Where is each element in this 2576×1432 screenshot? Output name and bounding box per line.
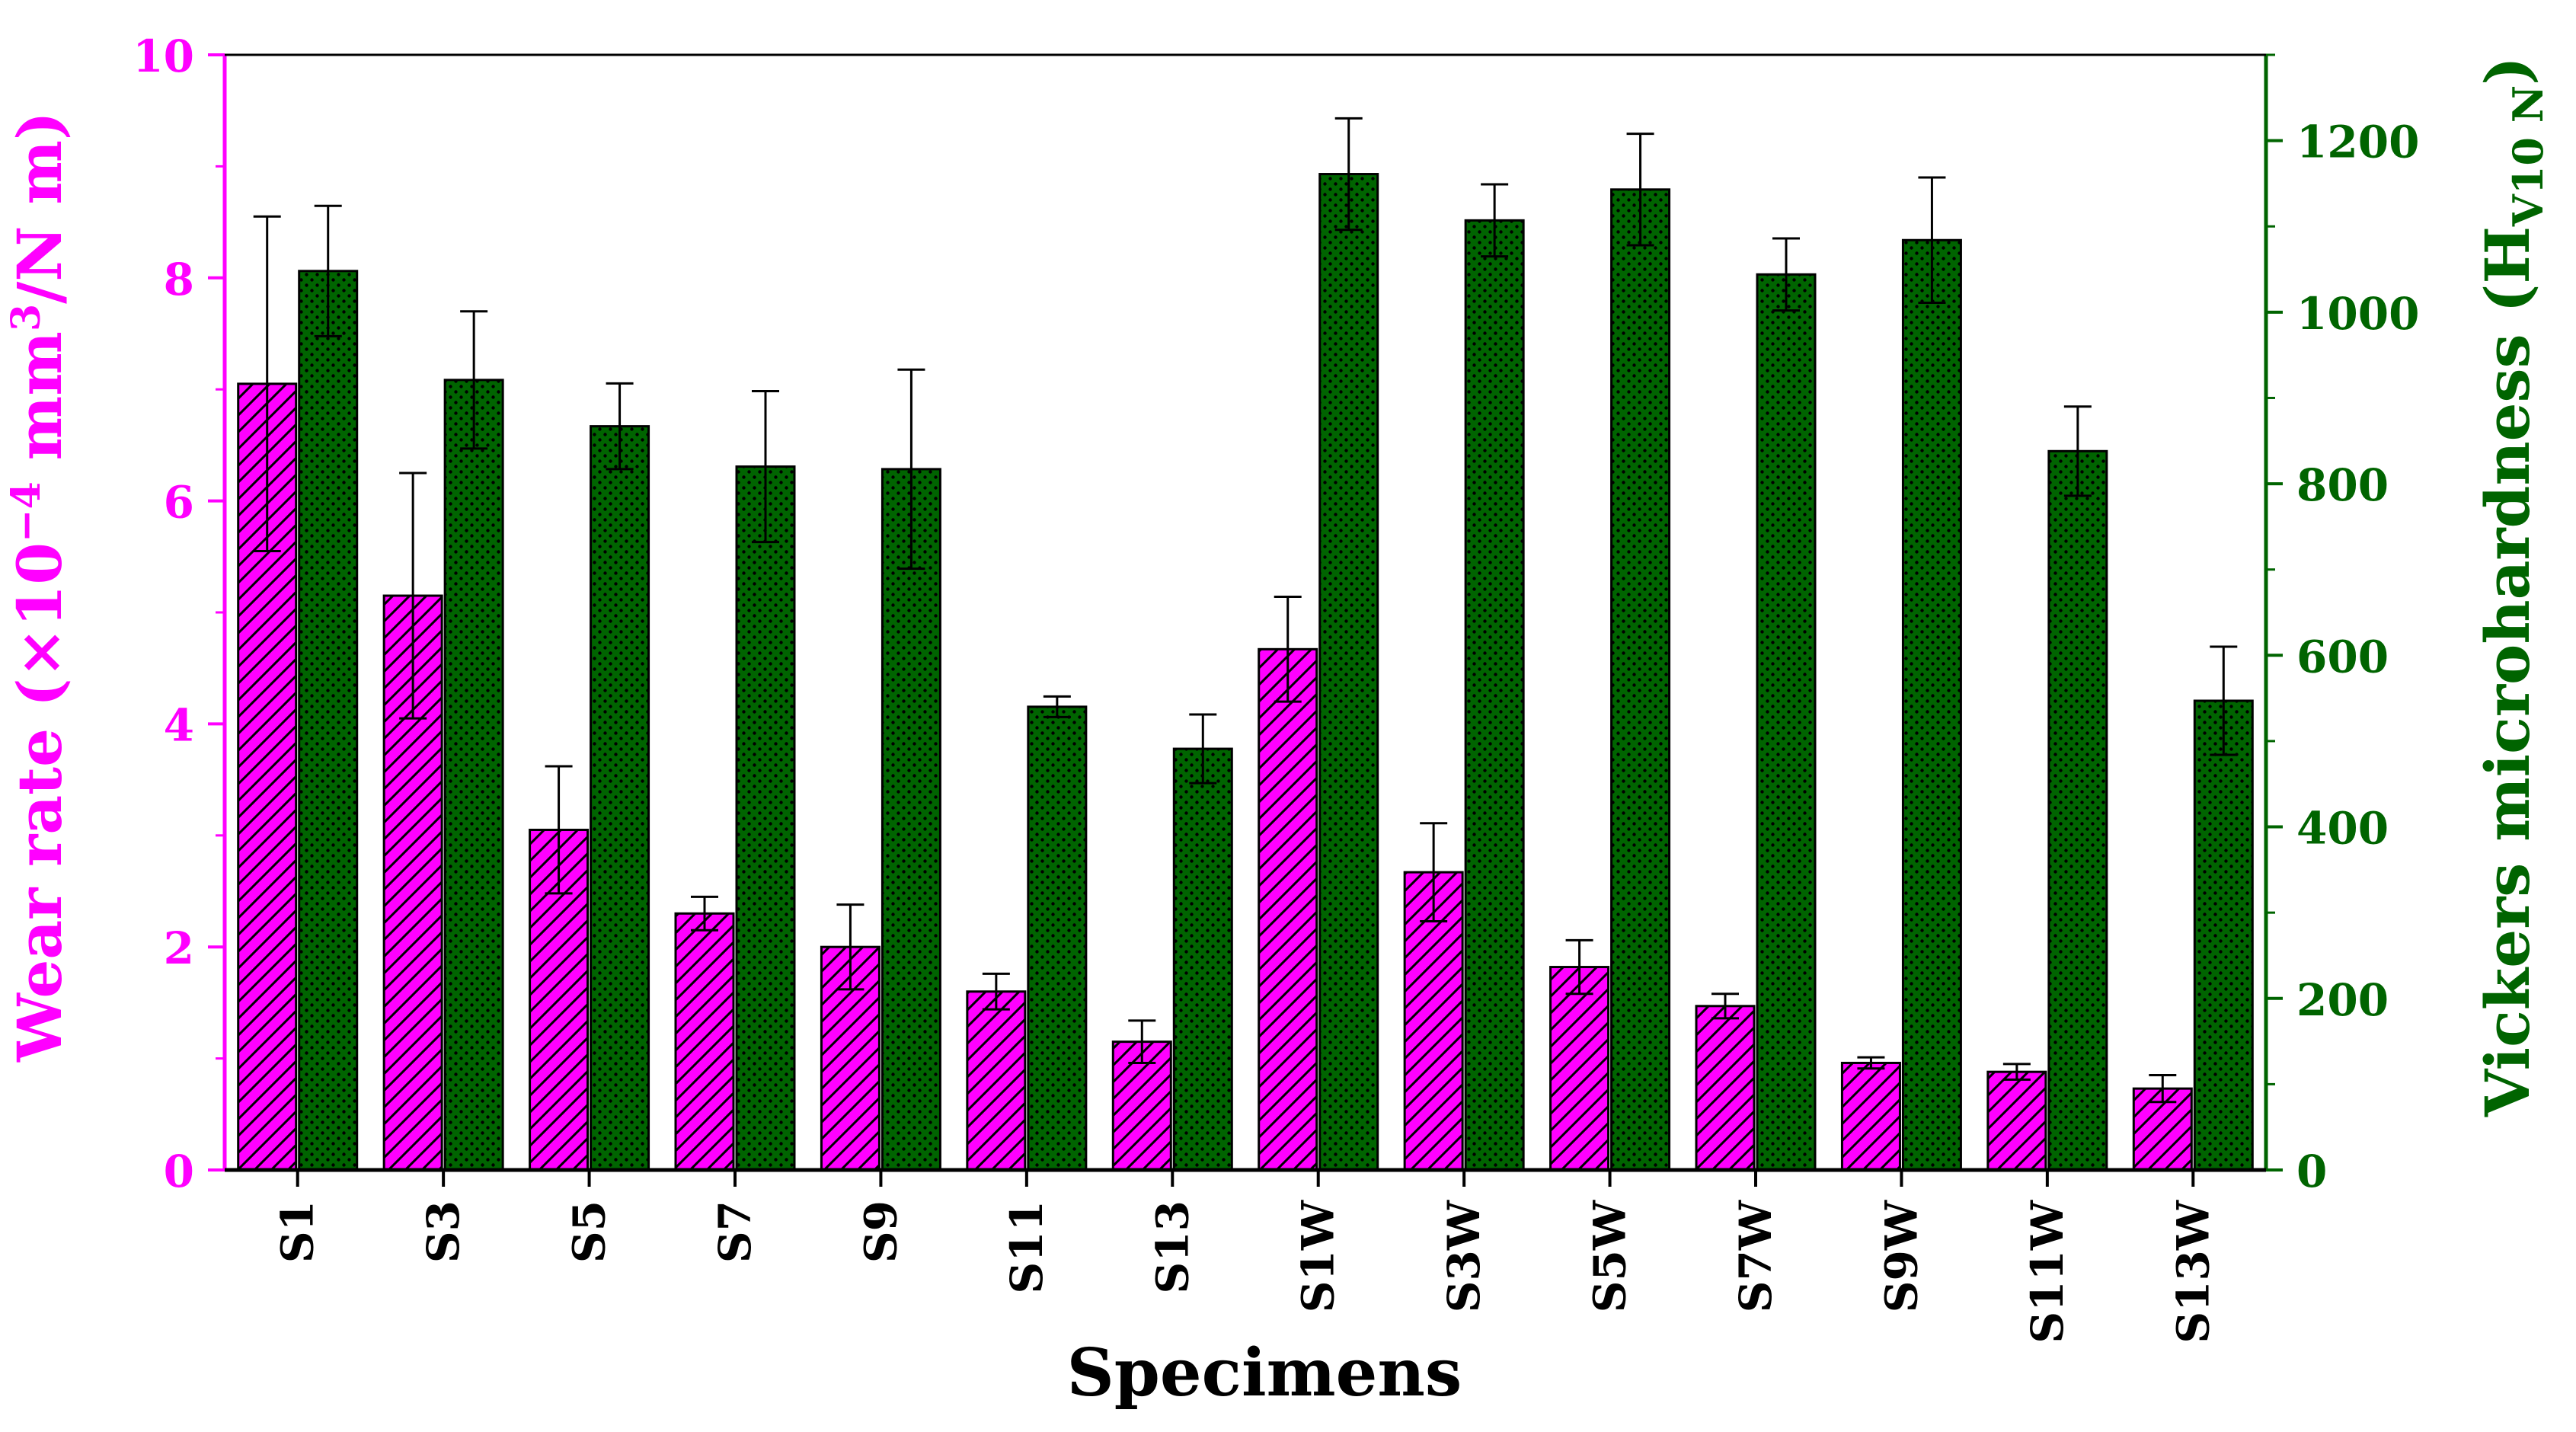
x-tick-label-S3W: S3W xyxy=(1438,1200,1490,1312)
x-tick-label-S7: S7 xyxy=(709,1200,761,1263)
bar-wear-rate-S1W xyxy=(1258,647,1318,1171)
bar-microhardness-S13 xyxy=(1172,747,1233,1171)
x-tick-label-S1: S1 xyxy=(272,1200,324,1263)
bar-microhardness-S11 xyxy=(1027,705,1088,1171)
left-tick-label: 8 xyxy=(164,254,194,305)
bar-microhardness-S7W xyxy=(1756,273,1817,1171)
bar-wear-rate-S9W xyxy=(1840,1061,1901,1171)
x-tick-label-S11: S11 xyxy=(1001,1200,1053,1294)
right-tick-label: 1200 xyxy=(2296,117,2419,168)
x-tick-label-S13W: S13W xyxy=(2167,1200,2219,1344)
bar-microhardness-S1 xyxy=(298,270,359,1171)
bar-microhardness-S13W xyxy=(2193,699,2254,1171)
bar-microhardness-S5 xyxy=(590,425,650,1171)
x-axis-label: Specimens xyxy=(1067,1335,1462,1411)
bar-microhardness-S11W xyxy=(2047,449,2108,1171)
right-tick-label: 800 xyxy=(2296,459,2389,511)
x-tick-label-S11W: S11W xyxy=(2021,1200,2073,1344)
x-tick-label-S5: S5 xyxy=(564,1200,615,1263)
bar-wear-rate-S11W xyxy=(1986,1070,2047,1171)
x-tick-label-S1W: S1W xyxy=(1293,1200,1344,1312)
right-axis-label: Vickers microhardness (HV10 N) xyxy=(2472,56,2552,1117)
left-tick-label: 0 xyxy=(164,1146,194,1197)
bar-microhardness-S3W xyxy=(1464,219,1525,1171)
x-tick-label-S9: S9 xyxy=(855,1200,906,1263)
left-tick-label: 6 xyxy=(164,477,194,529)
bar-microhardness-S7 xyxy=(735,465,796,1171)
left-tick-label: 2 xyxy=(164,922,194,974)
right-tick-label: 400 xyxy=(2296,803,2389,855)
bar-wear-rate-S11 xyxy=(966,990,1027,1171)
bar-microhardness-S9 xyxy=(881,468,941,1171)
x-tick-label-S9W: S9W xyxy=(1875,1200,1927,1312)
bar-wear-rate-S5W xyxy=(1549,966,1610,1171)
bars-layer xyxy=(237,173,2254,1171)
right-tick-label: 1000 xyxy=(2296,288,2419,340)
x-tick-label-S5W: S5W xyxy=(1584,1200,1636,1312)
x-tick-label-S3: S3 xyxy=(417,1200,469,1263)
errorbars-layer xyxy=(253,117,2238,1104)
x-tick-label-S13: S13 xyxy=(1146,1200,1198,1294)
left-tick-label: 10 xyxy=(133,30,194,82)
right-tick-label: 600 xyxy=(2296,631,2389,682)
left-tick-label: 4 xyxy=(164,699,194,751)
bar-wear-rate-S9 xyxy=(820,945,881,1171)
bar-microhardness-S5W xyxy=(1610,188,1671,1171)
ticks-layer: 0 2 4 6 8 10 0 200 400 600 800 1000 1200 S1 S3 S5 S7 S9 S1… xyxy=(133,30,2419,1344)
bar-microhardness-S3 xyxy=(443,379,504,1171)
bar-wear-rate-S7 xyxy=(674,912,735,1171)
axes-layer xyxy=(222,53,2268,1172)
bar-microhardness-S1W xyxy=(1318,173,1379,1171)
bar-microhardness-S9W xyxy=(1901,238,1962,1171)
right-tick-label: 200 xyxy=(2296,974,2389,1026)
left-axis-label: Wear rate (×10−4 mm3/N m) xyxy=(3,111,75,1063)
bar-wear-rate-S7W xyxy=(1695,1005,1756,1171)
x-tick-label-S7W: S7W xyxy=(1730,1200,1782,1312)
right-tick-label: 0 xyxy=(2296,1146,2327,1197)
